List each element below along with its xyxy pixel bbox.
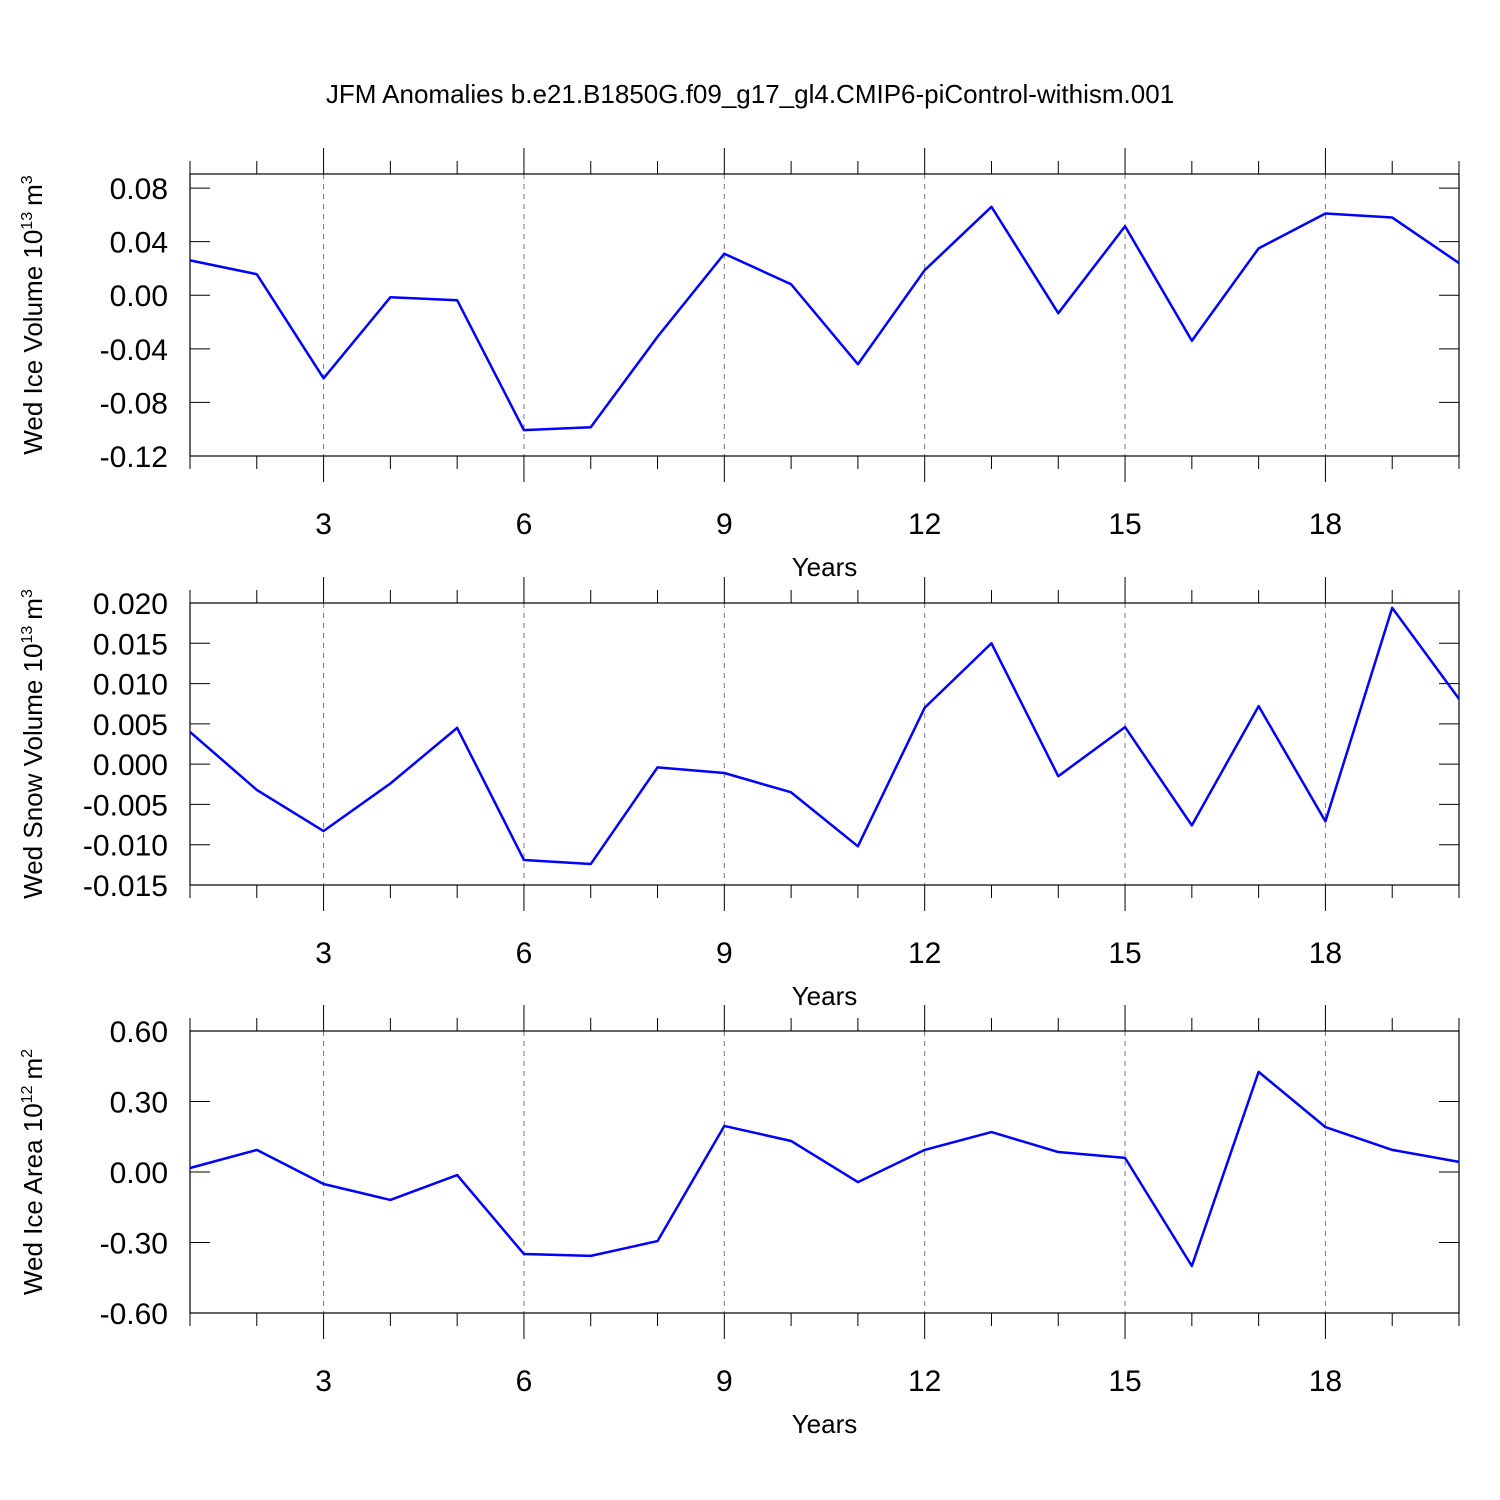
y-label-exponent: 13: [19, 626, 36, 644]
x-tick-label: 12: [908, 508, 941, 541]
x-tick-label: 3: [315, 508, 332, 541]
x-tick-label: 6: [516, 1365, 533, 1398]
y-label-text: Wed Snow Volume 10: [18, 644, 48, 899]
y-tick-label: -0.015: [83, 870, 168, 903]
y-tick-label: 0.04: [110, 227, 168, 260]
x-tick-label: 9: [716, 937, 733, 970]
x-tick-label: 9: [716, 1365, 733, 1398]
y-axis-label: Wed Snow Volume 1013 m3: [18, 589, 48, 899]
x-axis-label: Years: [792, 981, 858, 1011]
x-tick-label: 3: [315, 937, 332, 970]
x-tick-label: 12: [908, 1365, 941, 1398]
y-label-unit: m: [18, 1058, 48, 1080]
y-label-unit-exponent: 3: [19, 589, 36, 598]
data-line: [189, 205, 1460, 432]
x-tick-label: 15: [1108, 1365, 1141, 1398]
x-tick-label: 12: [908, 937, 941, 970]
x-tick-label: 6: [516, 508, 533, 541]
plot-frame: [189, 602, 1460, 886]
y-tick-label: 0.005: [93, 709, 168, 742]
x-axis-label: Years: [792, 552, 858, 582]
y-tick-label: -0.08: [100, 387, 168, 420]
y-tick-label: 0.08: [110, 173, 168, 206]
x-tick-label: 18: [1309, 1365, 1342, 1398]
data-line: [189, 1070, 1460, 1268]
y-tick-label: -0.010: [83, 830, 168, 863]
y-label-text: Wed Ice Volume 10: [18, 230, 48, 455]
data-line: [189, 606, 1461, 866]
y-label-unit: m: [18, 184, 48, 206]
y-tick-label: -0.60: [100, 1298, 168, 1331]
y-tick-label: -0.12: [100, 441, 168, 474]
y-label-exponent: 13: [19, 212, 36, 230]
y-tick-label: -0.30: [100, 1228, 168, 1261]
plot-frame: [189, 1030, 1460, 1314]
x-tick-label: 6: [516, 937, 533, 970]
y-label-exponent: 12: [19, 1085, 36, 1103]
y-label-unit-exponent: 3: [19, 175, 36, 184]
y-tick-label: 0.60: [110, 1016, 168, 1049]
y-label-unit: m: [18, 598, 48, 620]
y-label-text: Wed Ice Area 10: [18, 1103, 48, 1295]
chart-title: JFM Anomalies b.e21.B1850G.f09_g17_gl4.C…: [326, 79, 1174, 109]
y-tick-label: 0.020: [93, 588, 168, 621]
y-tick-label: 0.000: [93, 749, 168, 782]
y-tick-label: -0.005: [83, 789, 168, 822]
y-tick-label: 0.00: [110, 280, 168, 313]
y-tick-label: -0.04: [100, 334, 168, 367]
x-tick-label: 3: [315, 1365, 332, 1398]
y-axis-label: Wed Ice Volume 1013 m3: [18, 175, 48, 454]
plot-frame: [189, 173, 1460, 457]
x-tick-label: 18: [1309, 937, 1342, 970]
x-tick-label: 15: [1108, 508, 1141, 541]
y-tick-label: 0.30: [110, 1087, 168, 1120]
y-tick-label: 0.00: [110, 1157, 168, 1190]
y-label-unit-exponent: 2: [19, 1049, 36, 1058]
x-axis-label: Years: [792, 1409, 858, 1439]
x-tick-label: 9: [716, 508, 733, 541]
x-tick-label: 18: [1309, 508, 1342, 541]
y-tick-label: 0.015: [93, 628, 168, 661]
x-tick-label: 15: [1108, 937, 1141, 970]
y-axis-label: Wed Ice Area 1012 m2: [18, 1049, 48, 1295]
y-tick-label: 0.010: [93, 669, 168, 702]
